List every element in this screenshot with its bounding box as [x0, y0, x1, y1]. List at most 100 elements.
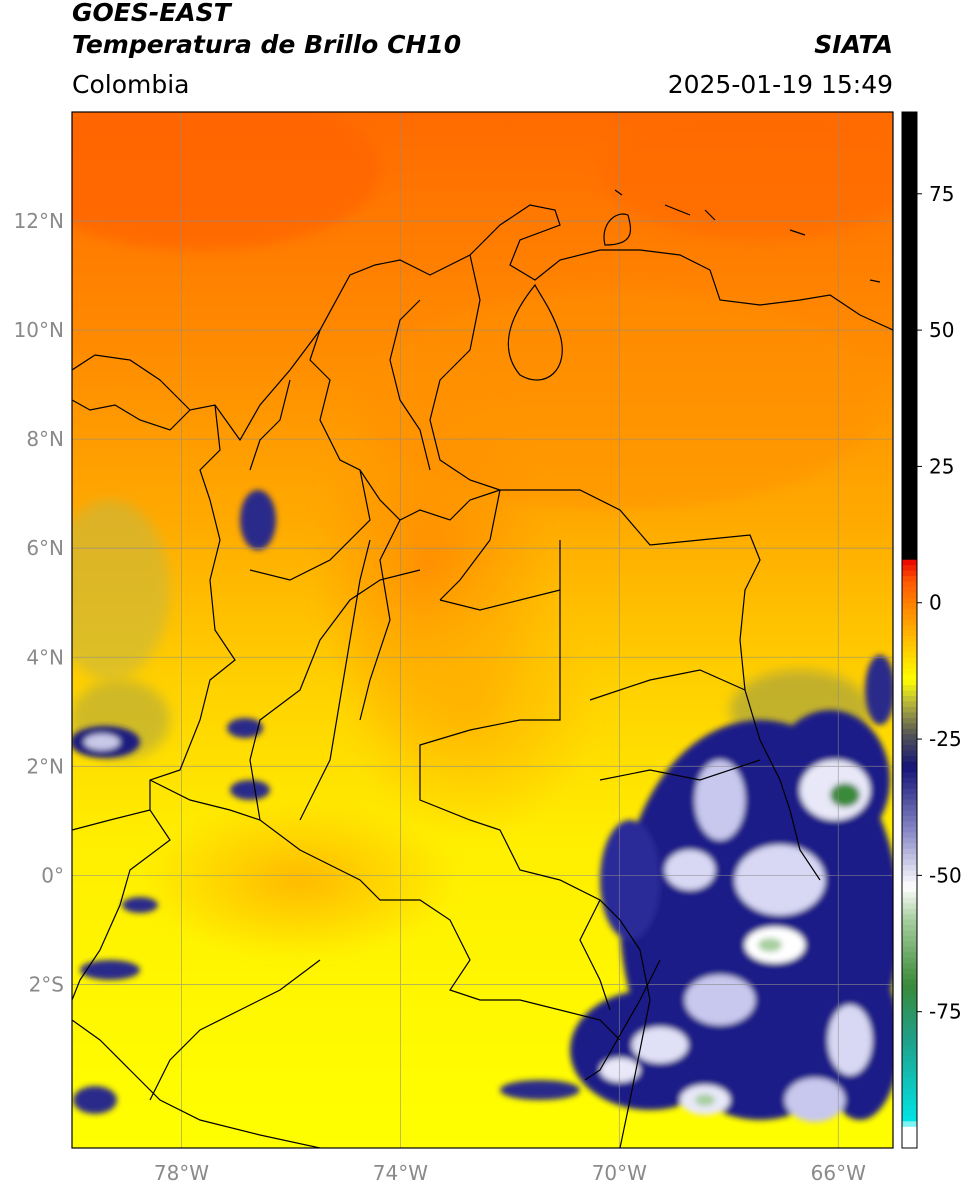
lon-tick-label: 66°W	[811, 1161, 866, 1185]
colorbar-segment	[902, 531, 917, 538]
region-label: Colombia	[72, 70, 190, 99]
colorbar-segment	[902, 439, 917, 446]
colorbar-segment	[902, 193, 917, 200]
colorbar-segment	[902, 1142, 917, 1149]
colorbar-segment	[902, 139, 917, 146]
colorbar-segment	[902, 253, 917, 260]
colorbar-segment	[902, 428, 917, 435]
colorbar-segment	[902, 1055, 917, 1062]
colorbar-segment	[902, 313, 917, 320]
colorbar-segment	[902, 384, 917, 391]
colorbar-segment	[902, 706, 917, 713]
colorbar-segment	[902, 221, 917, 228]
colorbar-segment	[902, 880, 917, 887]
colorbar-segment	[902, 450, 917, 457]
map-plot-area	[72, 112, 893, 1148]
colorbar-segment	[902, 499, 917, 506]
colorbar-segment	[902, 700, 917, 707]
colorbar-segment	[902, 859, 917, 866]
lat-tick-label: 10°N	[14, 318, 64, 342]
colorbar-segment	[902, 989, 917, 996]
colorbar-segment	[902, 935, 917, 942]
colorbar-segment	[902, 602, 917, 609]
colorbar-segment	[902, 526, 917, 533]
colorbar-segment	[902, 466, 917, 473]
colorbar-segment	[902, 548, 917, 555]
colorbar-segment	[902, 891, 917, 898]
map-frame	[71, 111, 894, 1149]
colorbar-segment	[902, 112, 917, 119]
colorbar-segment	[902, 406, 917, 413]
lon-tick-label: 70°W	[592, 1161, 647, 1185]
colorbar-segment	[902, 651, 917, 658]
colorbar-segment	[902, 182, 917, 189]
colorbar-segment	[902, 281, 917, 288]
colorbar-segment	[902, 749, 917, 757]
lat-tick-label: 12°N	[14, 209, 64, 233]
colorbar-segment	[902, 1038, 917, 1045]
lon-tick-label: 78°W	[154, 1161, 209, 1185]
colorbar-segment	[902, 679, 917, 686]
colorbar-segment	[902, 504, 917, 511]
lat-tick-label: 6°N	[26, 536, 64, 560]
colorbar-segment	[902, 1071, 917, 1078]
colorbar-segment	[902, 662, 917, 669]
colorbar-segment	[902, 837, 917, 844]
colorbar-frame	[901, 111, 918, 1149]
colorbar-segment	[902, 755, 917, 762]
colorbar-segment	[902, 831, 917, 838]
colorbar-segment	[902, 717, 917, 724]
colorbar-segment	[902, 291, 917, 298]
colorbar-segment	[902, 826, 917, 833]
colorbar-segment	[902, 302, 917, 309]
colorbar-segment	[902, 477, 917, 484]
colorbar-segment	[902, 1028, 917, 1035]
colorbar-segment	[902, 1000, 917, 1007]
colorbar-segment	[902, 793, 917, 800]
colorbar-segment	[902, 809, 917, 816]
colorbar-segment	[902, 1049, 917, 1056]
colorbar-segment	[902, 728, 917, 735]
colorbar-segment	[902, 373, 917, 380]
colorbar-segment	[902, 330, 917, 337]
colorbar-segment	[902, 460, 917, 468]
colorbar-segment	[902, 913, 917, 920]
colorbar-segment	[902, 946, 917, 953]
colorbar-segment	[902, 924, 917, 931]
colorbar-segment	[902, 940, 917, 947]
colorbar-segment	[902, 684, 917, 691]
lat-tick-label: 2°N	[26, 754, 64, 778]
colorbar-segment	[902, 346, 917, 353]
colorbar-tick-labels: 75 50 25 0 -25 -50 -75	[917, 182, 962, 1024]
colorbar-segment	[902, 237, 917, 244]
colorbar-segment	[902, 760, 917, 767]
colorbar-segment	[902, 117, 917, 124]
colorbar-segment	[902, 918, 917, 926]
colorbar-segment	[902, 951, 917, 958]
colorbar-segment	[902, 248, 917, 255]
colorbar-segment	[902, 515, 917, 522]
colorbar-segment	[902, 411, 917, 418]
colorbar-segment	[902, 1060, 917, 1067]
colorbar-segment	[902, 319, 917, 326]
coastlines-and-borders	[72, 189, 893, 1148]
colorbar-segment	[902, 804, 917, 811]
colorbar-segment	[902, 297, 917, 304]
colorbar-segment	[902, 215, 917, 222]
lat-tick-label: 2°S	[29, 972, 64, 996]
colorbar-segment	[902, 122, 917, 129]
colorbar-segment	[902, 640, 917, 647]
colorbar-segment	[902, 161, 917, 168]
colorbar-segment	[902, 259, 917, 266]
colorbar-segment	[902, 995, 917, 1002]
colorbar-segment	[902, 591, 917, 598]
colorbar-segment	[902, 488, 917, 495]
colorbar-segment	[902, 853, 917, 860]
colorbar-segment	[902, 362, 917, 369]
colorbar-segment	[902, 553, 917, 560]
colorbar-segment	[902, 264, 917, 271]
colorbar-segment	[902, 390, 917, 397]
colorbar-segment	[902, 210, 917, 217]
colorbar-segment	[902, 575, 917, 582]
